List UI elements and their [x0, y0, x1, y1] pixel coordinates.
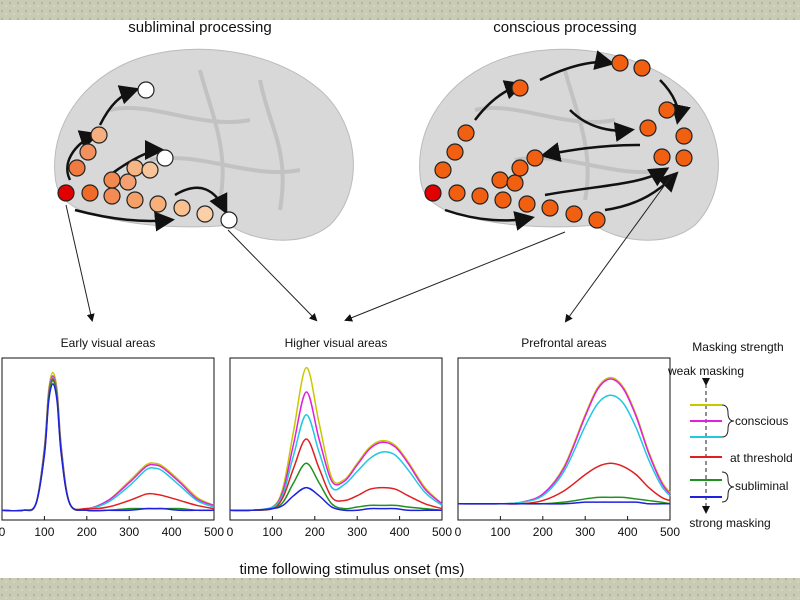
x-tick-label: 500 — [660, 525, 680, 539]
x-tick-label: 200 — [533, 525, 553, 539]
legend-label: conscious — [735, 414, 788, 428]
connector-arrows — [65, 174, 673, 323]
x-axis-label: time following stimulus onset (ms) — [239, 561, 464, 578]
line-chart: Higher visual areas 0 100 200 300 400 500 — [227, 336, 453, 539]
panel-title: conscious processing — [493, 19, 636, 36]
legend-brace — [721, 471, 735, 503]
x-tick-label: 0 — [455, 525, 462, 539]
legend-label: subliminal — [735, 479, 788, 493]
chart-title: Prefrontal areas — [521, 336, 606, 350]
series-line — [1, 383, 214, 512]
x-tick-label: 500 — [204, 525, 224, 539]
x-tick-label: 100 — [262, 525, 282, 539]
x-tick-label: 400 — [390, 525, 410, 539]
series-line — [457, 394, 671, 505]
legend-swatches — [690, 404, 722, 498]
legend-title: Masking strength — [692, 340, 783, 354]
brain-left — [54, 48, 354, 241]
x-tick-label: 100 — [34, 525, 54, 539]
x-tick-label: 500 — [432, 525, 452, 539]
x-tick-label: 100 — [490, 525, 510, 539]
panel-title: subliminal processing — [128, 19, 271, 36]
chart-title: Early visual areas — [61, 336, 156, 350]
series-line — [229, 438, 443, 512]
series-line — [229, 486, 442, 512]
brain-right — [419, 48, 719, 241]
x-tick-label: 300 — [575, 525, 595, 539]
x-tick-label: 0 — [227, 525, 234, 539]
x-tick-label: 400 — [618, 525, 638, 539]
line-chart: Prefrontal areas 0 100 200 300 400 500 — [455, 336, 681, 539]
series-line — [458, 501, 670, 505]
plot-frame — [229, 357, 443, 521]
x-tick-label: 300 — [119, 525, 139, 539]
x-tick-label: 0 — [0, 525, 6, 539]
legend-label: at threshold — [730, 451, 793, 465]
chart-title: Higher visual areas — [285, 336, 388, 350]
plot-frame — [1, 357, 215, 521]
plot-frame — [457, 357, 671, 521]
legend-label: strong masking — [689, 516, 770, 530]
x-tick-label: 300 — [347, 525, 367, 539]
series-line — [229, 413, 443, 512]
legend: Masking strength weak masking conscious … — [667, 340, 793, 530]
bottom-border — [0, 578, 800, 600]
x-tick-label: 200 — [305, 525, 325, 539]
legend-brace — [721, 404, 735, 438]
x-tick-label: 400 — [162, 525, 182, 539]
line-chart: Early visual areas 0 100 200 300 400 500 — [0, 336, 224, 539]
top-border — [0, 0, 800, 20]
legend-label: weak masking — [667, 364, 744, 378]
x-tick-label: 200 — [77, 525, 97, 539]
series-line — [229, 462, 443, 512]
